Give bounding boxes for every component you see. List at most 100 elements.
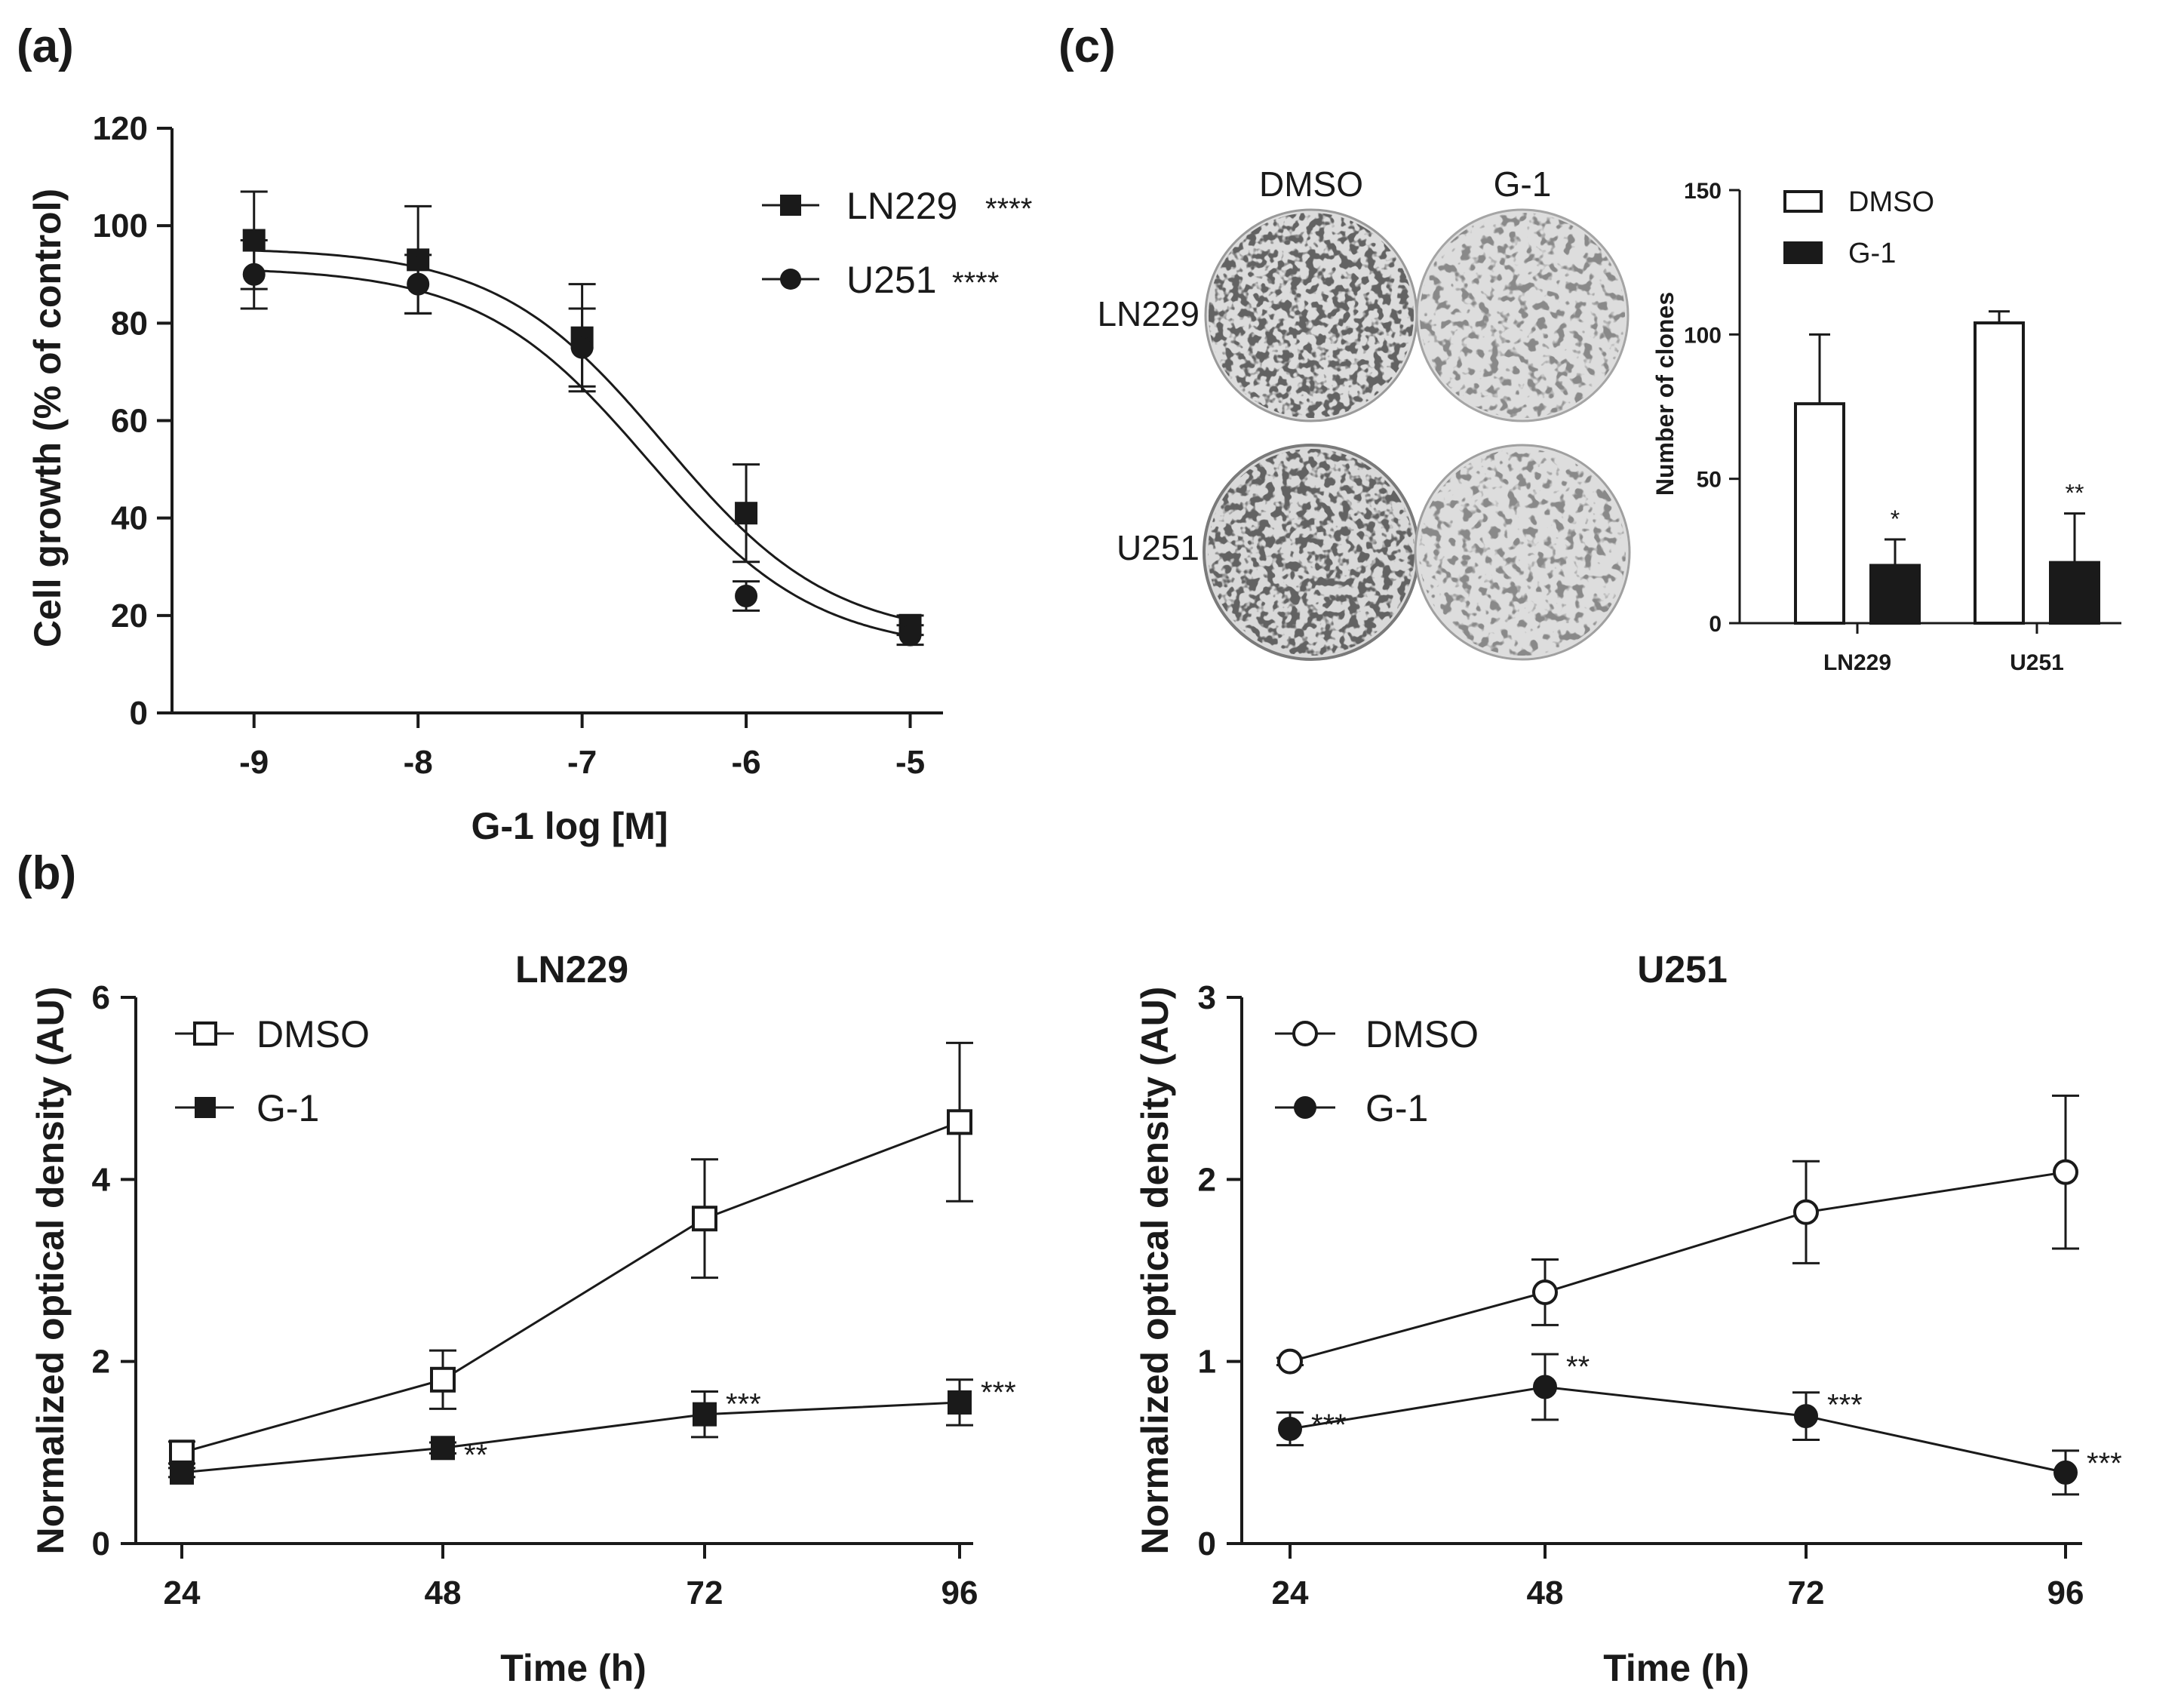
panel-c-y-tick-label: 150 (1684, 179, 1722, 204)
significance-g1: *** (726, 1387, 761, 1421)
dish-ln229-g1 (1415, 208, 1630, 422)
panel-b-ln229-x-axis-title: Time (h) (500, 1647, 647, 1689)
error-bar-g1 (1885, 538, 1906, 567)
panel-a-legend: LN229 **** U251 **** (762, 185, 1032, 301)
panel-a-y-tick-label: 60 (111, 403, 148, 440)
panel-b-ln229-y-tick-label: 2 (92, 1344, 110, 1381)
panel-a-x-tick-label: -9 (239, 744, 269, 781)
legend-swatch-g1 (1783, 241, 1823, 264)
panel-b-u251-title: U251 (1637, 948, 1728, 991)
data-point-u251 (898, 623, 922, 647)
panel-a-x-tick-label: -6 (732, 744, 761, 781)
data-point-g1 (431, 1436, 455, 1461)
panel-b-ln229-x-tick-label: 24 (164, 1574, 201, 1611)
error-bar-dmso (1989, 310, 2010, 324)
panel-b-ln229-x-tick-label: 72 (687, 1574, 723, 1611)
panel-a-y-tick-label: 0 (130, 695, 148, 732)
panel-a-x-tick-label: -8 (404, 744, 433, 781)
data-point-dmso (692, 1206, 717, 1232)
error-bar-dmso (1809, 333, 1830, 405)
panel-b-u251-legend: DMSO G-1 (1275, 1013, 1479, 1129)
significance-g1: *** (1311, 1409, 1347, 1442)
data-point-ln229 (735, 502, 758, 525)
data-point-dmso (2053, 1159, 2078, 1185)
panel-b-ln229-legend: DMSO G-1 (175, 1013, 370, 1129)
panel-b-u251-y-tick-label: 2 (1198, 1161, 1216, 1198)
panel-c-axes: 0 50 100 150 LN229 U251 (1684, 179, 2121, 675)
panel-b-u251-x-axis-title: Time (h) (1603, 1647, 1749, 1689)
panel-b-ln229-x-tick-label: 48 (425, 1574, 462, 1611)
significance-g1: ** (1566, 1350, 1590, 1384)
bar-g1-u251 (2049, 561, 2100, 625)
panel-b-u251-y-axis-title: Normalized optical density (AU) (1134, 987, 1176, 1555)
significance-g1: * (1891, 505, 1900, 533)
panel-b-u251-axis-lines (1240, 997, 2082, 1545)
data-point-dmso (430, 1366, 456, 1393)
data-point-g1 (948, 1390, 972, 1415)
data-point-u251 (407, 272, 430, 296)
legend-label-dmso: DMSO (1365, 1013, 1479, 1055)
dish-column-label-dmso: DMSO (1259, 164, 1363, 204)
data-point-u251 (242, 263, 266, 286)
panel-b-u251-axes: 0 1 2 3 24 48 72 96 (1198, 979, 2084, 1611)
panel-c-y-axis-title: Number of clones (1651, 292, 1679, 496)
panel-a-letter: (a) (17, 20, 74, 72)
panel-b-ln229-series-lines (181, 1120, 960, 1474)
fit-curve-ln229 (253, 249, 908, 621)
dish-row-label-u251: U251 (1117, 528, 1200, 567)
legend-marker-g1 (195, 1097, 216, 1118)
legend-label-u251: U251 (846, 259, 937, 301)
panel-b-ln229-y-tick-label: 4 (92, 1161, 111, 1198)
panel-a-axes: 0 20 40 60 80 100 120 -9 -8 -7 -6 -5 (93, 110, 943, 781)
data-point-g1 (170, 1460, 194, 1485)
panel-b-u251-x-tick-label: 24 (1272, 1574, 1309, 1611)
legend-label-ln229: LN229 (846, 185, 957, 227)
legend-marker-dmso (193, 1021, 217, 1046)
legend-significance-u251: **** (952, 266, 999, 300)
panel-c-letter: (c) (1058, 20, 1116, 72)
panel-b-ln229-title: LN229 (515, 948, 628, 991)
legend-marker-dmso (1292, 1021, 1318, 1046)
bar-dmso-u251 (1974, 321, 2025, 625)
panel-c-bars: *** (1794, 310, 2100, 625)
panel-c-y-tick-label: 100 (1684, 323, 1722, 348)
panel-a-y-tick-label: 120 (93, 110, 148, 147)
dish-u251-dmso (1203, 444, 1420, 661)
panel-b-u251-series-lines (1289, 1171, 2066, 1474)
panel-c-legend: DMSO G-1 (1783, 186, 1934, 269)
data-point-g1 (1278, 1416, 1302, 1441)
series-line-dmso (181, 1120, 960, 1454)
panel-b-u251-x-tick-label: 48 (1527, 1574, 1564, 1611)
data-point-u251 (735, 585, 758, 607)
dish-row-label-ln229: LN229 (1097, 294, 1200, 333)
data-point-g1 (693, 1402, 717, 1427)
dish-u251-g1 (1414, 444, 1631, 661)
significance-g1: *** (1827, 1389, 1863, 1422)
panel-a-dose-response-chart: 0 20 40 60 80 100 120 -9 -8 -7 -6 -5 G-1 log [M] Ce… (26, 110, 1032, 847)
data-point-dmso (947, 1109, 972, 1135)
panel-a-x-tick-label: -7 (567, 744, 597, 781)
series-line-g1 (181, 1401, 960, 1474)
data-point-dmso (169, 1439, 195, 1466)
significance-g1: ** (2066, 480, 2084, 507)
error-bar-g1 (2064, 512, 2085, 564)
significance-g1: ** (464, 1439, 487, 1472)
data-point-u251 (570, 336, 594, 359)
panel-c-y-tick-label: 50 (1697, 468, 1722, 493)
data-point-g1 (1794, 1404, 1818, 1429)
legend-label-dmso: DMSO (256, 1013, 370, 1055)
panel-c-x-tick-label-ln229: LN229 (1823, 650, 1891, 675)
panel-a-y-tick-label: 100 (93, 207, 148, 244)
panel-c-colony-dishes: DMSO G-1 LN229 U251 (1097, 164, 1631, 661)
panel-a-y-axis-title: Cell growth (% of control) (26, 189, 69, 647)
panel-b-u251-y-tick-label: 3 (1198, 979, 1216, 1016)
panel-b-u251-y-tick-label: 1 (1198, 1344, 1216, 1381)
panel-b-u251-x-tick-label: 96 (2047, 1574, 2084, 1611)
panel-b-ln229-y-tick-label: 0 (92, 1525, 110, 1562)
panel-b-ln229-axis-lines (134, 997, 973, 1545)
